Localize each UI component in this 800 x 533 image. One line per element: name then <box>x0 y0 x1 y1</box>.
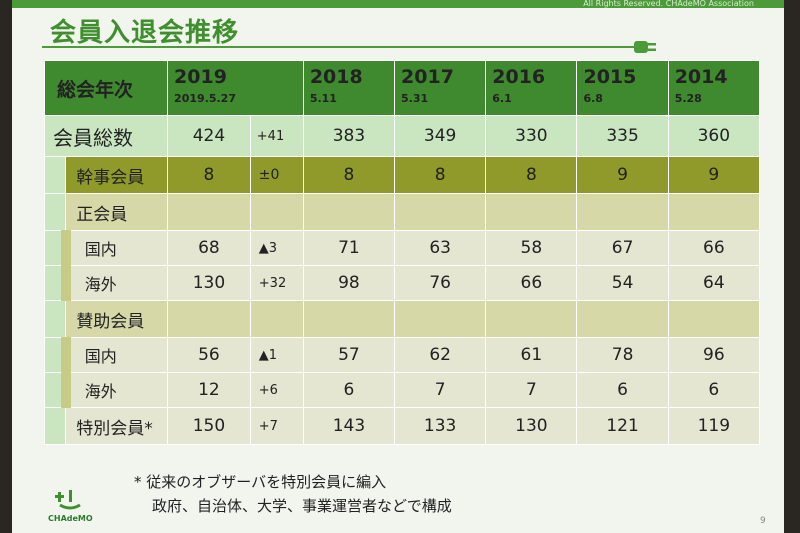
membership-table: 総会年次 2019 2019.5.27 2018 5.11 2017 5.31 201… <box>43 60 761 445</box>
footnote: * 従来のオブザーバを特別会員に編入 政府、自治体、大学、事業運営者などで構成 <box>134 470 452 518</box>
cell-2016: 330 <box>485 115 578 157</box>
table-row-regular-overseas: 海外 130 +32 98 76 66 54 64 <box>43 265 761 301</box>
table-row-regular-header: 正会員 <box>43 193 761 231</box>
header-year-2017: 2017 5.31 <box>394 60 487 116</box>
table-row-support-domestic: 国内 56 ▲1 57 62 61 78 96 <box>43 337 761 373</box>
chademo-logo-icon <box>55 490 82 510</box>
row-indent <box>43 407 67 445</box>
header-year-2018: 2018 5.11 <box>302 60 396 116</box>
cell-2017: 62 <box>394 337 487 373</box>
table-row-special: 特別会員* 150 +7 143 133 130 121 119 <box>43 407 761 445</box>
chademo-logo: CHAdeMO <box>48 488 93 523</box>
table-row-total: 会員総数 424 +41 383 349 330 335 360 <box>43 115 761 157</box>
row-indent <box>43 337 67 373</box>
row-label: 正会員 <box>65 193 169 231</box>
cell-2019: 150 <box>167 407 251 445</box>
cell-2015: 78 <box>576 337 669 373</box>
header-year-2016: 2016 6.1 <box>485 60 578 116</box>
table-row-kanji: 幹事会員 8 ±0 8 8 8 9 9 <box>43 156 761 194</box>
row-indent <box>43 265 67 301</box>
cell-2016: 66 <box>485 265 578 301</box>
cell-2017: 7 <box>394 372 487 408</box>
cell-2018: 383 <box>302 115 396 157</box>
cell-2015: 67 <box>576 230 669 266</box>
cell-2017: 133 <box>394 407 487 445</box>
cell-2019: 68 <box>167 230 251 266</box>
cell-diff: +41 <box>249 115 304 157</box>
cell-diff: +6 <box>249 372 304 408</box>
header-row: 総会年次 2019 2019.5.27 2018 5.11 2017 5.31 201… <box>43 60 761 116</box>
row-indent <box>43 156 67 194</box>
cell-2017: 8 <box>394 156 487 194</box>
footnote-line-2: 政府、自治体、大学、事業運営者などで構成 <box>152 497 452 515</box>
cell-2016: 61 <box>485 337 578 373</box>
cell-2018: 57 <box>302 337 396 373</box>
top-bar <box>12 0 784 8</box>
cell-2014: 360 <box>667 115 761 157</box>
cell-2016: 58 <box>485 230 578 266</box>
title-underline <box>42 46 642 48</box>
table-row-regular-domestic: 国内 68 ▲3 71 63 58 67 66 <box>43 230 761 266</box>
slide: All Rights Reserved. CHAdeMO Association… <box>12 0 784 533</box>
row-label: 海外 <box>60 372 169 408</box>
cell-2015: 9 <box>576 156 669 194</box>
cell-2018: 6 <box>302 372 396 408</box>
cell-2019: 12 <box>167 372 251 408</box>
cell-2018: 71 <box>302 230 396 266</box>
cell-diff: ±0 <box>249 156 304 194</box>
cell-diff: ▲1 <box>249 337 304 373</box>
header-year-2015: 2015 6.8 <box>576 60 669 116</box>
row-label: 国内 <box>60 337 169 373</box>
row-indent <box>43 230 67 266</box>
cell-2014: 119 <box>667 407 761 445</box>
slide-title: 会員入退会推移 <box>50 18 240 48</box>
cell-2015: 335 <box>576 115 669 157</box>
row-label: 国内 <box>60 230 169 266</box>
row-indent <box>43 300 67 338</box>
row-label: 海外 <box>60 265 169 301</box>
cell-diff: ▲3 <box>249 230 304 266</box>
row-label: 幹事会員 <box>65 156 169 194</box>
logo-text: CHAdeMO <box>48 514 93 523</box>
cell-2017: 349 <box>394 115 487 157</box>
cell-2017: 76 <box>394 265 487 301</box>
cell-2014: 96 <box>667 337 761 373</box>
row-indent <box>43 193 67 231</box>
cell-2015: 54 <box>576 265 669 301</box>
cell-2018: 143 <box>302 407 396 445</box>
header-label: 総会年次 <box>43 60 169 116</box>
cell-2014: 9 <box>667 156 761 194</box>
cell-2016: 8 <box>485 156 578 194</box>
copyright-text: All Rights Reserved. CHAdeMO Association <box>583 0 754 8</box>
cell-2018: 98 <box>302 265 396 301</box>
cell-2016: 130 <box>485 407 578 445</box>
header-year-2019: 2019 2019.5.27 <box>167 60 304 116</box>
footnote-line-1: * 従来のオブザーバを特別会員に編入 <box>134 473 387 491</box>
cell-2018: 8 <box>302 156 396 194</box>
row-label: 会員総数 <box>43 115 169 157</box>
cell-diff: +7 <box>249 407 304 445</box>
row-label: 特別会員* <box>65 407 169 445</box>
header-year-2014: 2014 5.28 <box>667 60 761 116</box>
cell-2019: 424 <box>167 115 251 157</box>
table-row-support-overseas: 海外 12 +6 6 7 7 6 6 <box>43 372 761 408</box>
row-indent <box>43 372 67 408</box>
row-label: 賛助会員 <box>65 300 169 338</box>
cell-2016: 7 <box>485 372 578 408</box>
cell-2019: 8 <box>167 156 251 194</box>
cell-2019: 56 <box>167 337 251 373</box>
cell-2015: 6 <box>576 372 669 408</box>
cell-2019: 130 <box>167 265 251 301</box>
cell-2017: 63 <box>394 230 487 266</box>
cell-diff: +32 <box>249 265 304 301</box>
table-row-support-header: 賛助会員 <box>43 300 761 338</box>
page-number: 9 <box>760 516 766 526</box>
cell-2014: 6 <box>667 372 761 408</box>
plug-icon <box>630 41 656 53</box>
cell-2015: 121 <box>576 407 669 445</box>
cell-2014: 66 <box>667 230 761 266</box>
cell-2014: 64 <box>667 265 761 301</box>
